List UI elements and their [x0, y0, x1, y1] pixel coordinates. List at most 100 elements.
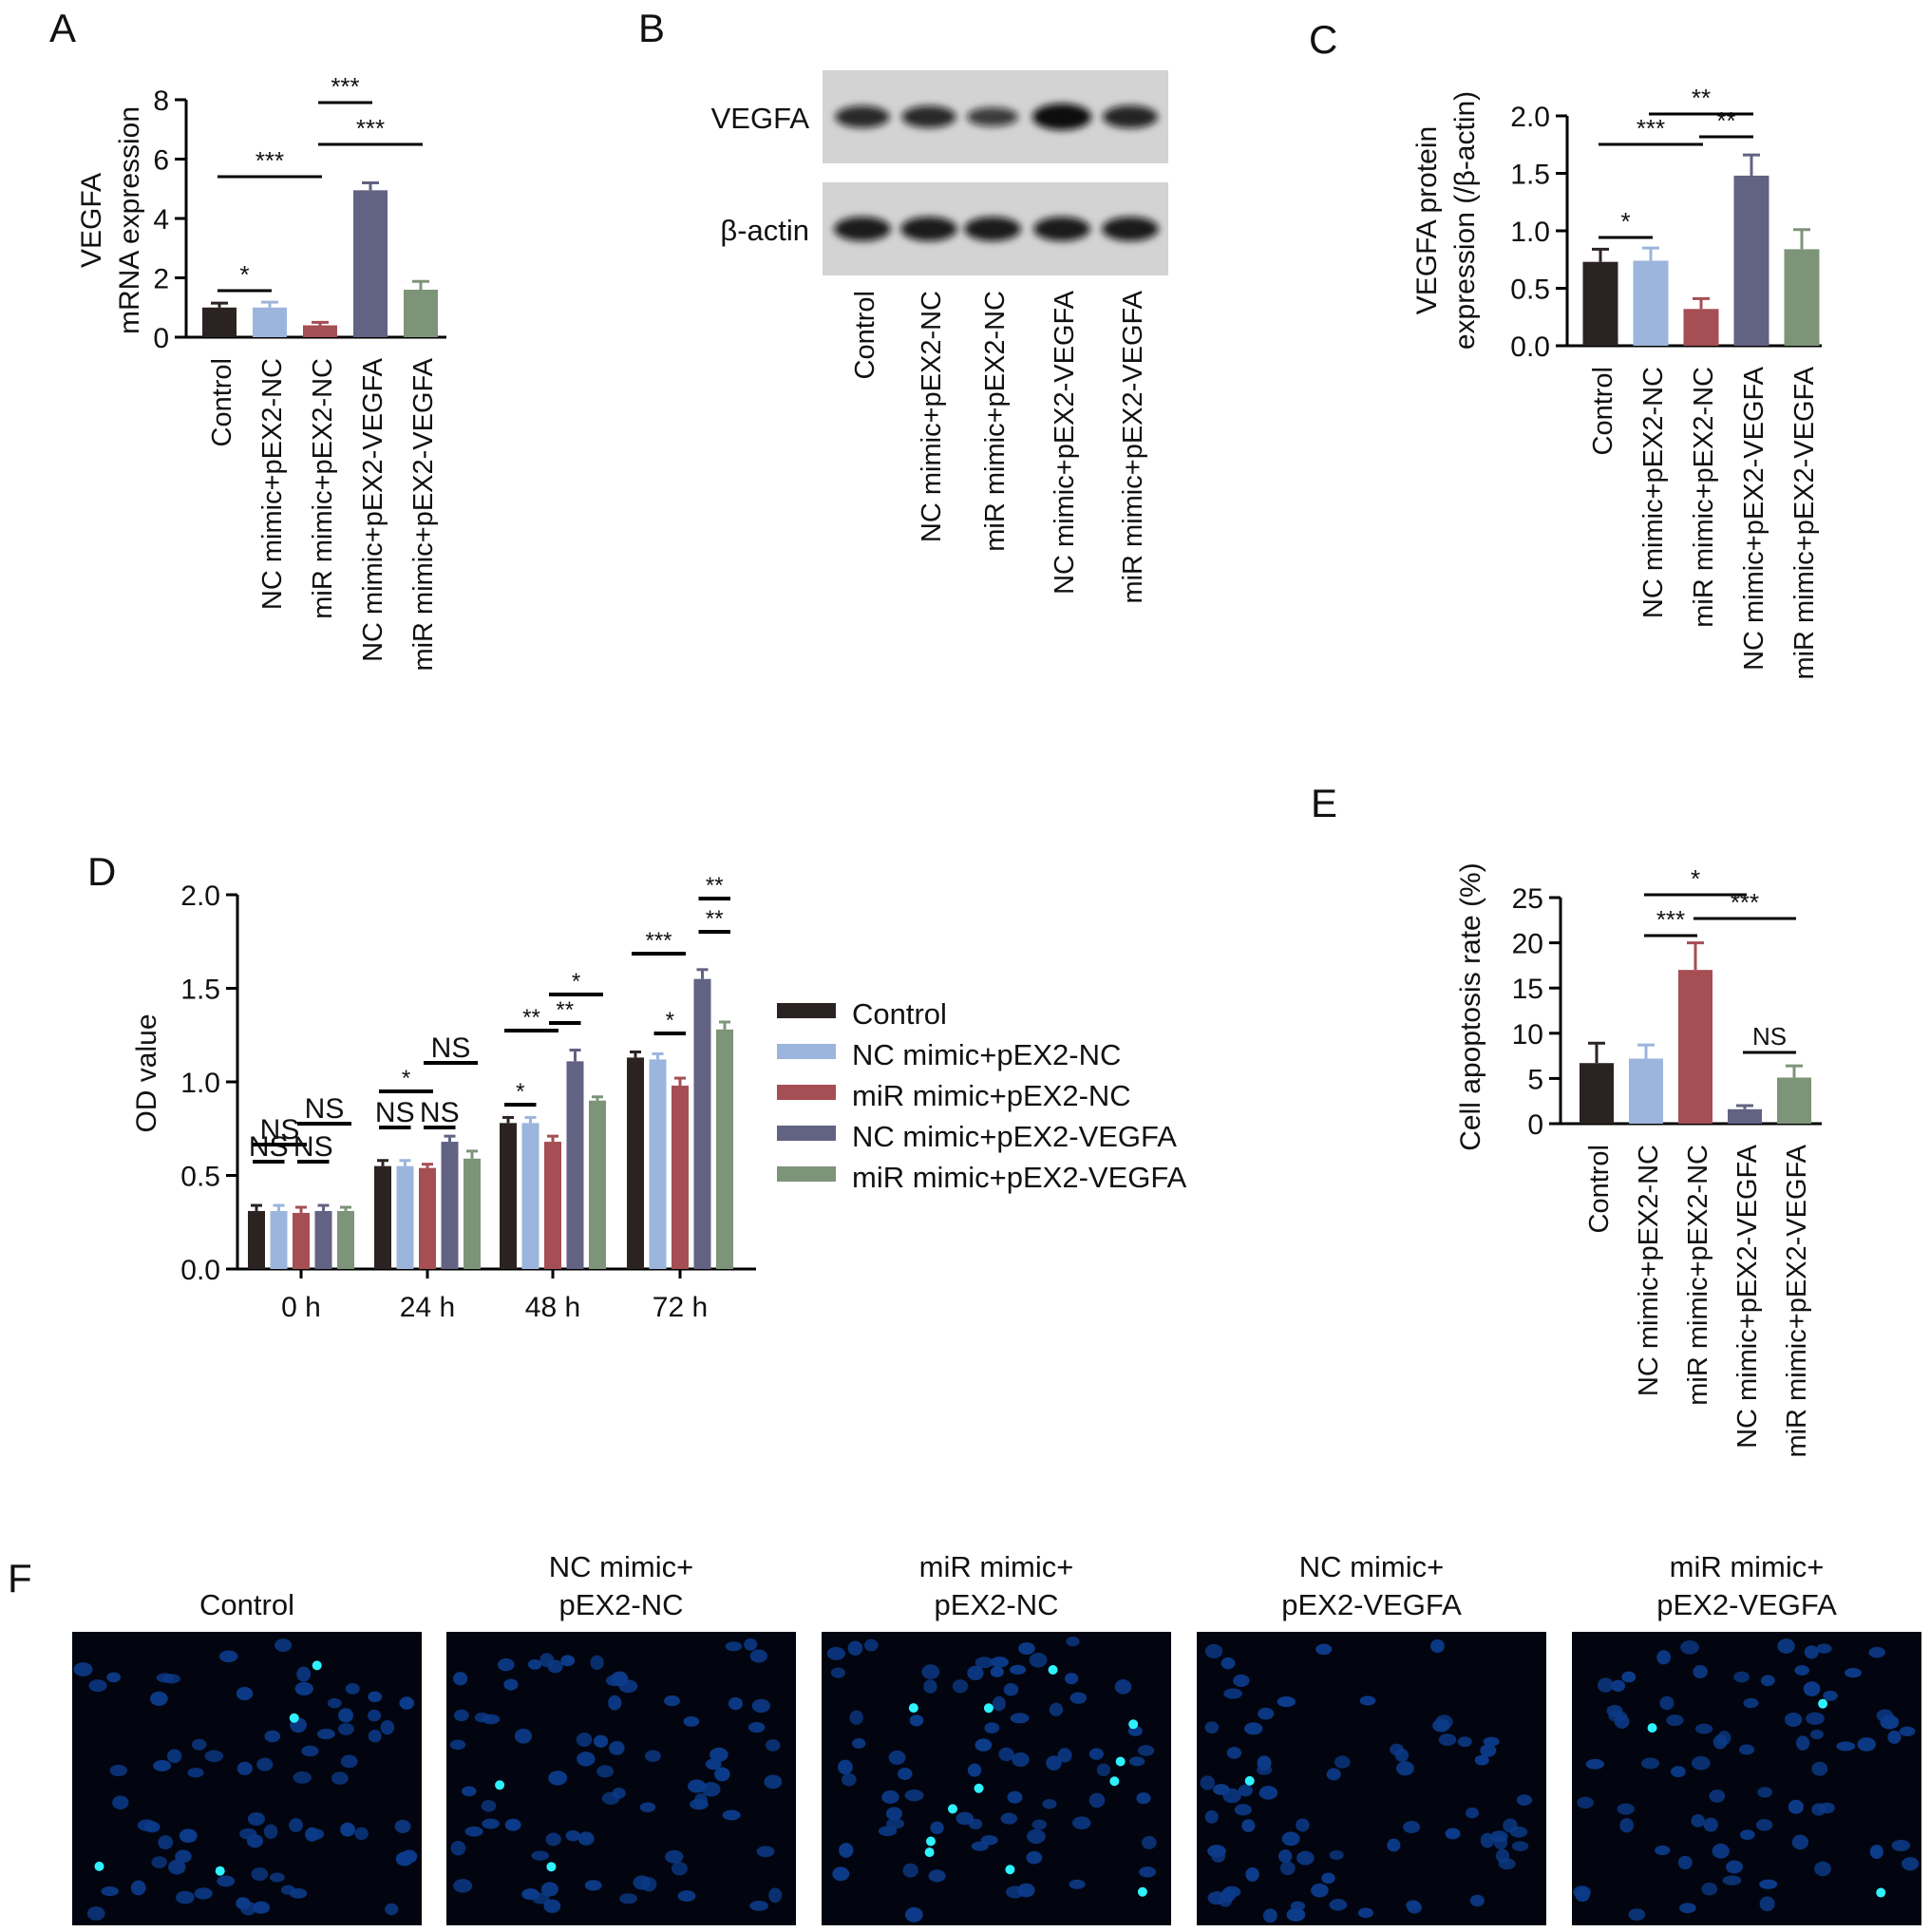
nucleus [1784, 1712, 1803, 1728]
legend-label: miR mimic+pEX2-NC [852, 1079, 1131, 1112]
microscopy-image [72, 1632, 422, 1925]
nucleus [1511, 1841, 1529, 1851]
nucleus [974, 1738, 993, 1752]
nucleus [86, 1906, 105, 1921]
nucleus [766, 1739, 781, 1752]
nucleus [1311, 1883, 1329, 1898]
nucleus [1257, 1764, 1273, 1775]
nucleus [1315, 1643, 1333, 1656]
significance-label: NS [305, 1093, 345, 1125]
nucleus [577, 1831, 595, 1846]
nucleus [1329, 1849, 1344, 1861]
nucleus [1755, 1819, 1773, 1831]
bar [303, 325, 337, 337]
apoptotic-nucleus [215, 1866, 225, 1876]
x-tick-label: NC mimic+pEX2-NC [257, 358, 288, 610]
protein-band [835, 105, 890, 128]
y-tick-label: 2.0 [1510, 102, 1550, 133]
nucleus [106, 1672, 122, 1683]
nucleus [1234, 1804, 1252, 1816]
nucleus [1233, 1674, 1250, 1687]
nucleus [247, 1811, 265, 1826]
nucleus [1712, 1843, 1730, 1859]
legend-swatch [777, 1044, 836, 1059]
nucleus [1585, 1758, 1604, 1770]
significance-label: *** [356, 114, 385, 142]
nucleus [984, 1722, 1000, 1733]
band-label: β-actin [720, 214, 809, 247]
x-tick-label: 72 h [653, 1292, 708, 1323]
nucleus [885, 1807, 903, 1821]
nucleus [886, 1818, 905, 1829]
nucleus [1258, 1786, 1278, 1800]
image-title-line: pEX2-NC [559, 1588, 684, 1621]
nucleus [1064, 1673, 1079, 1685]
nucleus [832, 1866, 850, 1882]
lane-label: miR mimic+pEX2-NC [980, 291, 1011, 552]
band-label: VEGFA [711, 102, 810, 135]
x-tick-label: 0 h [281, 1292, 321, 1323]
nucleus [1136, 1791, 1151, 1805]
nucleus [1204, 1809, 1219, 1824]
nucleus [1577, 1796, 1594, 1809]
bar [1678, 970, 1712, 1124]
nucleus [710, 1747, 728, 1762]
nucleus [149, 1691, 168, 1706]
nucleus [1606, 1704, 1623, 1717]
nucleus [452, 1672, 468, 1686]
x-tick-label: Control [1584, 1145, 1615, 1234]
legend-swatch [777, 1085, 836, 1100]
bar [1683, 309, 1719, 346]
nucleus [1403, 1821, 1421, 1834]
nucleus [1474, 1754, 1489, 1766]
nucleus [1733, 1671, 1750, 1683]
nucleus [565, 1829, 580, 1842]
panel-letter: A [49, 6, 76, 50]
nucleus [1795, 1735, 1810, 1751]
bar [248, 1210, 265, 1269]
nucleus [464, 1826, 483, 1837]
nucleus [1691, 1813, 1705, 1828]
nucleus [921, 1664, 940, 1679]
nucleus [1114, 1679, 1132, 1695]
bar [293, 1212, 310, 1269]
nucleus [756, 1846, 775, 1858]
nucleus [952, 1679, 969, 1694]
nucleus [1296, 1850, 1315, 1866]
nucleus [749, 1649, 767, 1663]
y-axis-label: expression (/β-actin) [1449, 91, 1481, 350]
nucleus [701, 1782, 721, 1797]
image-title: NC mimic+ pEX2-VEGFA [1281, 1550, 1462, 1621]
significance-label: ** [1692, 84, 1711, 112]
image-title-line: pEX2-VEGFA [1656, 1588, 1837, 1621]
bar [544, 1142, 561, 1269]
significance-label: NS [375, 1097, 415, 1128]
significance-label: *** [1656, 905, 1685, 934]
nucleus [1806, 1712, 1825, 1725]
y-tick-label: 0 [153, 323, 169, 354]
nucleus [1880, 1714, 1900, 1730]
nucleus [1432, 1718, 1450, 1733]
nucleus [1703, 1817, 1718, 1832]
bar [500, 1123, 517, 1269]
y-tick-label: 8 [153, 85, 169, 117]
nucleus [1691, 1755, 1711, 1771]
nucleus [1611, 1679, 1626, 1692]
nucleus [841, 1772, 857, 1787]
nucleus [176, 1890, 195, 1904]
apoptotic-nucleus [1005, 1865, 1015, 1875]
y-tick-label: 10 [1512, 1019, 1543, 1051]
nucleus [327, 1697, 342, 1709]
nucleus [239, 1828, 257, 1840]
nucleus [1516, 1794, 1533, 1807]
nucleus [1743, 1697, 1759, 1709]
nucleus [331, 1771, 349, 1785]
nucleus [967, 1665, 984, 1681]
nucleus [354, 1827, 369, 1841]
nucleus [1204, 1643, 1223, 1658]
y-tick-label: 1.5 [180, 975, 220, 1006]
legend-label: NC mimic+pEX2-VEGFA [852, 1120, 1177, 1153]
protein-band [967, 107, 1018, 126]
x-tick-label: miR mimic+pEX2-NC [308, 358, 338, 619]
nucleus [1207, 1891, 1226, 1905]
